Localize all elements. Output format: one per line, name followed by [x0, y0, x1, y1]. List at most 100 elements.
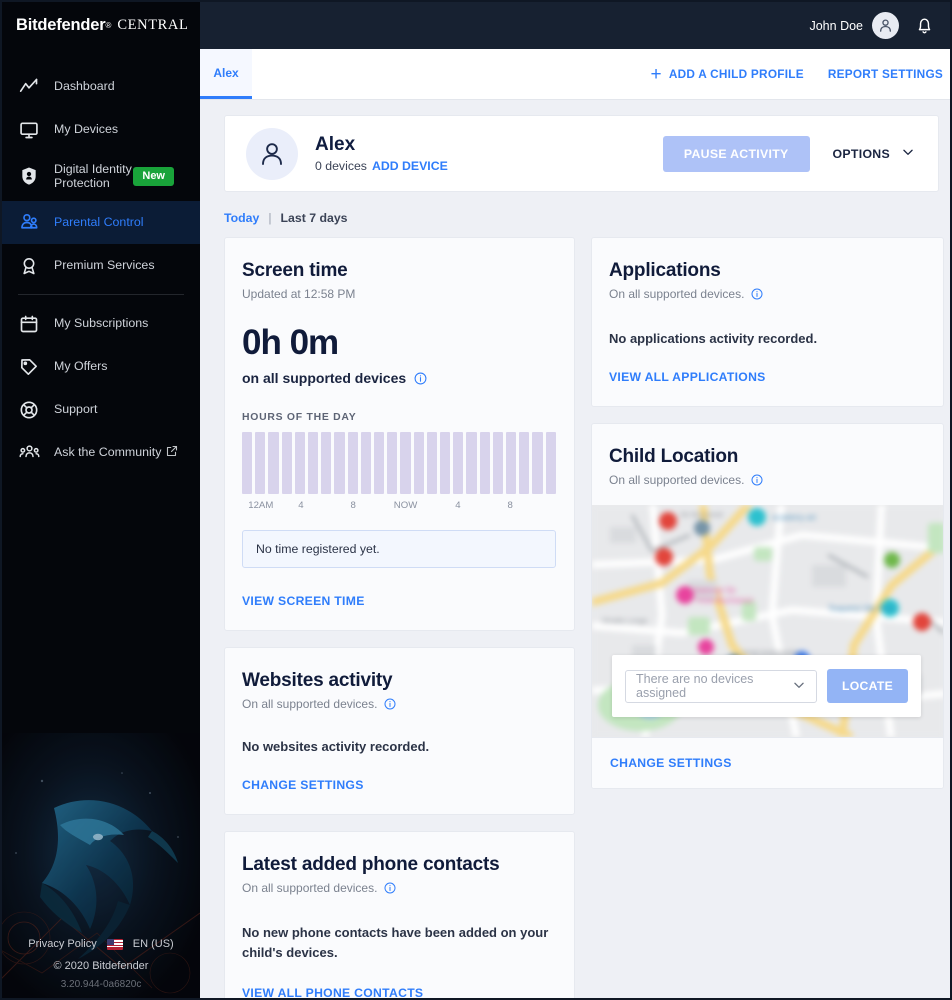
svg-text:academy art: academy art: [772, 513, 817, 522]
sidebar: Bitdefender ® CENTRAL Dashboard My Device…: [2, 2, 200, 998]
version-text: 3.20.944-0a6820c: [60, 979, 142, 990]
device-select[interactable]: There are no devices assigned: [625, 669, 817, 703]
svg-text:Teaparlul Vile Free: Teaparlul Vile Free: [828, 604, 895, 613]
sidebar-item-label: My Subscriptions: [54, 316, 149, 331]
sidebar-item-my-offers[interactable]: My Offers: [2, 345, 200, 388]
contacts-title: Latest added phone contacts: [242, 854, 500, 875]
period-separator: |: [268, 211, 272, 225]
bar-hour-0: [242, 432, 253, 494]
websites-sub-text: On all supported devices.: [242, 697, 378, 711]
info-icon[interactable]: [414, 372, 427, 385]
bar-hour-4: [294, 432, 306, 494]
report-settings-button[interactable]: REPORT SETTINGS: [828, 67, 943, 81]
card-websites-activity: Websites activity On all supported devic…: [224, 647, 575, 815]
view-all-applications-link[interactable]: VIEW ALL APPLICATIONS: [609, 370, 766, 384]
calendar-icon: [18, 313, 40, 335]
period-last-7-days[interactable]: Last 7 days: [280, 211, 348, 225]
sidebar-item-label: Ask the Community: [54, 445, 162, 460]
screen-time-updated-text: Updated at 12:58 PM: [242, 287, 356, 301]
brand-registered-mark: ®: [105, 21, 112, 30]
add-device-link[interactable]: ADD DEVICE: [371, 159, 448, 174]
view-all-phone-contacts-link[interactable]: VIEW ALL PHONE CONTACTS: [242, 986, 424, 998]
tab-alex[interactable]: Alex: [200, 49, 252, 99]
options-dropdown[interactable]: OPTIONS: [833, 145, 915, 162]
profile-actions: PAUSE ACTIVITY OPTIONS: [662, 135, 922, 172]
info-icon[interactable]: [751, 288, 763, 300]
info-icon[interactable]: [384, 882, 396, 894]
report-settings-label: REPORT SETTINGS: [827, 67, 943, 81]
copyright-text: © 2020 Bitdefender: [53, 960, 149, 972]
sidebar-item-label: Parental Control: [54, 215, 144, 230]
sidebar-item-my-subscriptions[interactable]: My Subscriptions: [2, 302, 200, 345]
sidebar-item-label: Digital Identity Protection: [54, 161, 132, 190]
tab-label: Alex: [213, 65, 239, 80]
chevron-down-icon: [792, 678, 806, 695]
sidebar-item-my-devices[interactable]: My Devices: [2, 108, 200, 151]
privacy-policy-link[interactable]: Privacy Policy: [28, 938, 97, 950]
info-icon[interactable]: [751, 474, 763, 486]
svg-text:National Str.: National Str.: [694, 586, 738, 595]
applications-sub-text: On all supported devices.: [609, 287, 745, 301]
child-location-footer: CHANGE SETTINGS: [592, 737, 943, 788]
award-ribbon-icon: [18, 255, 40, 277]
avatar[interactable]: [872, 12, 899, 39]
sidebar-item-dashboard[interactable]: Dashboard: [2, 65, 200, 108]
chart-line-icon: [18, 76, 40, 98]
sidebar-item-parental-control[interactable]: Parental Control: [2, 201, 200, 244]
device-count: 0 devices: [315, 159, 367, 174]
content-scroll-area[interactable]: Alex 0 devices ADD DEVICE PAUSE ACTIVITY …: [200, 100, 950, 998]
options-label: OPTIONS: [832, 146, 890, 161]
websites-body: No websites activity recorded.: [242, 739, 430, 754]
status-badge-new: New: [133, 166, 174, 186]
view-screen-time-link[interactable]: VIEW SCREEN TIME: [242, 594, 365, 608]
svg-text:Str Bucuresti: Str Bucuresti: [680, 510, 723, 519]
brand-logo[interactable]: Bitdefender ® CENTRAL: [2, 2, 200, 49]
tab-actions: + ADD A CHILD PROFILE REPORT SETTINGS: [651, 49, 951, 99]
websites-change-settings-link[interactable]: CHANGE SETTINGS: [242, 778, 364, 792]
people-group-icon: [18, 442, 40, 464]
external-link-icon: [166, 445, 178, 460]
sidebar-item-ask-the-community[interactable]: Ask the Community: [2, 431, 200, 474]
user-name[interactable]: John Doe: [809, 18, 863, 33]
bar-hour-10: [374, 432, 385, 494]
sidebar-item-support[interactable]: Support: [2, 388, 200, 431]
axis-tick-label: 4: [455, 500, 461, 511]
plus-icon: +: [650, 63, 662, 85]
bar-hour-11: [387, 432, 398, 494]
language-selector[interactable]: EN (US): [132, 938, 174, 950]
info-icon[interactable]: [384, 698, 396, 710]
contacts-body: No new phone contacts have been added on…: [242, 925, 549, 960]
applications-body: No applications activity recorded.: [609, 331, 818, 346]
sidebar-item-digital-identity-protection[interactable]: Digital Identity Protection New: [2, 151, 200, 201]
bar-hour-22: [532, 432, 543, 494]
period-today[interactable]: Today: [224, 211, 260, 225]
axis-tick-label: 4: [298, 500, 304, 511]
svg-text:Hotel Bucharest: Hotel Bucharest: [696, 596, 754, 605]
sidebar-item-label: My Offers: [54, 359, 108, 374]
parental-control-icon: [18, 212, 40, 234]
add-child-profile-button[interactable]: + ADD A CHILD PROFILE: [651, 65, 804, 84]
locate-button[interactable]: LOCATE: [827, 669, 908, 703]
hours-of-day-bar-chart: [242, 432, 556, 494]
bar-hour-14: [426, 432, 438, 494]
brand-name: Bitdefender: [16, 16, 106, 34]
notification-bell-icon[interactable]: [915, 16, 934, 35]
websites-sub: On all supported devices.: [242, 697, 556, 711]
period-filter: Today | Last 7 days: [224, 211, 950, 225]
main-area: John Doe Alex + ADD A CHILD PROFILE REPO…: [200, 2, 950, 998]
bar-hour-15: [440, 432, 451, 494]
svg-text:Strada Lunga: Strada Lunga: [602, 616, 648, 625]
child-profile-tabbar: Alex + ADD A CHILD PROFILE REPORT SETTIN…: [200, 49, 950, 100]
screen-time-duration: 0h 0m: [242, 323, 339, 362]
bar-hour-2: [268, 432, 279, 494]
bar-hour-20: [506, 432, 517, 494]
bar-hour-12: [400, 432, 411, 494]
sidebar-item-premium-services[interactable]: Premium Services: [2, 244, 200, 287]
pause-activity-button[interactable]: PAUSE ACTIVITY: [662, 135, 810, 172]
tag-icon: [18, 356, 40, 378]
child-location-change-settings-link[interactable]: CHANGE SETTINGS: [610, 756, 732, 770]
location-map[interactable]: academy art Teaparlul Vile Free National…: [592, 505, 943, 737]
right-column: Applications On all supported devices. N…: [591, 237, 944, 789]
sidebar-artwork: [2, 733, 200, 998]
screen-time-title: Screen time: [242, 260, 348, 281]
